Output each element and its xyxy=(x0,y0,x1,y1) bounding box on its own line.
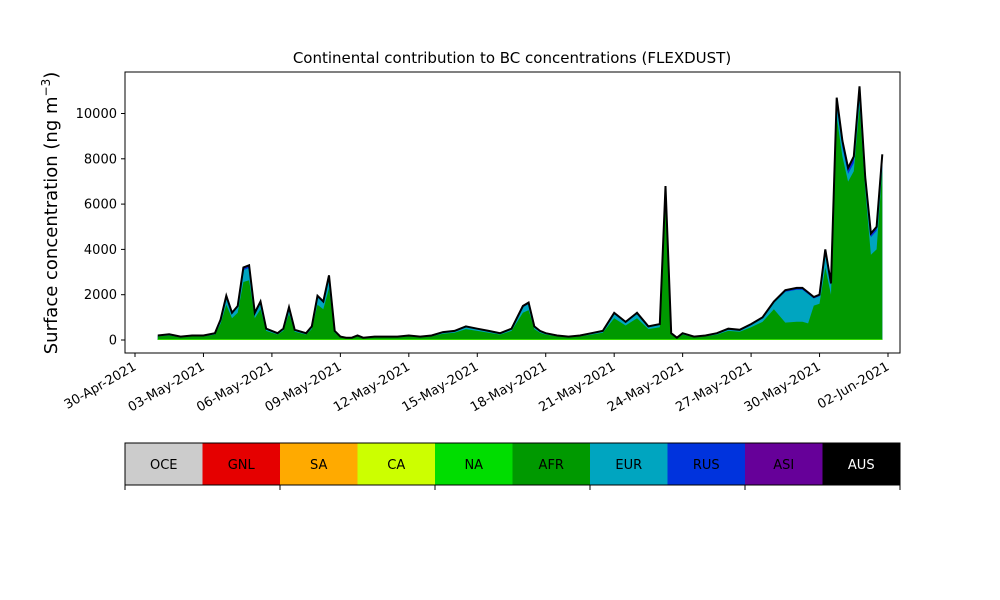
series-layer xyxy=(157,86,884,340)
y-tick-label: 0 xyxy=(109,334,117,349)
legend: OCE GNL SA CA NA AFR EUR RUS ASI AUS xyxy=(124,442,901,490)
legend-swatch-na xyxy=(435,443,513,485)
x-tick-label: 15-May-2021 xyxy=(400,359,482,415)
x-tick-label: 03-May-2021 xyxy=(126,359,208,415)
y-axis-label-main: Surface concentration (ng m xyxy=(41,96,62,354)
legend-label-rus: RUS xyxy=(693,458,720,473)
legend-label-eur: EUR xyxy=(615,458,642,473)
legend-label-asi: ASI xyxy=(773,458,794,473)
y-tick-label: 10000 xyxy=(76,107,117,122)
chart-title: Continental contribution to BC concentra… xyxy=(293,49,731,67)
y-axis-label-close: ) xyxy=(41,72,62,79)
x-tick-label: 02-Jun-2021 xyxy=(815,359,892,412)
legend-swatch-sa xyxy=(280,443,358,485)
y-tick-label: 4000 xyxy=(84,243,117,258)
legend-label-oce: OCE xyxy=(150,458,178,473)
plot-frame xyxy=(124,71,901,354)
legend-swatch-rus xyxy=(667,443,745,485)
y-tick-label: 6000 xyxy=(84,198,117,213)
legend-swatch-afr xyxy=(512,443,590,485)
x-tick-label: 27-May-2021 xyxy=(673,359,755,415)
legend-label-ca: CA xyxy=(387,458,405,473)
y-tick-label: 2000 xyxy=(84,288,117,303)
legend-swatch-gnl xyxy=(202,443,280,485)
y-tick-label: 8000 xyxy=(84,152,117,167)
x-axis: 30-Apr-202103-May-202106-May-202109-May-… xyxy=(62,353,892,415)
area-afr xyxy=(157,106,883,340)
legend-swatch-aus xyxy=(822,443,900,485)
x-tick-label: 06-May-2021 xyxy=(194,359,276,415)
legend-swatch-asi xyxy=(745,443,823,485)
legend-swatch-oce xyxy=(125,443,203,485)
y-axis-label: Surface concentration (ng m−3) xyxy=(39,72,62,355)
y-axis: 0 2000 4000 6000 8000 10000 xyxy=(76,107,125,349)
x-tick-label: 21-May-2021 xyxy=(537,359,619,415)
x-tick-label: 09-May-2021 xyxy=(263,359,345,415)
legend-label-aus: AUS xyxy=(848,458,875,473)
x-tick-label: 18-May-2021 xyxy=(468,359,550,415)
x-tick-label: 30-May-2021 xyxy=(742,359,824,415)
legend-label-gnl: GNL xyxy=(228,458,256,473)
y-axis-label-sup: −3 xyxy=(39,79,53,97)
x-tick-label: 12-May-2021 xyxy=(331,359,413,415)
legend-swatch-eur xyxy=(590,443,668,485)
svg-text:Surface concentration (ng m−3): Surface concentration (ng m−3) xyxy=(39,72,62,355)
legend-label-sa: SA xyxy=(310,458,327,473)
legend-swatch-ca xyxy=(357,443,435,485)
legend-label-afr: AFR xyxy=(539,458,564,473)
x-tick-label: 24-May-2021 xyxy=(605,359,687,415)
legend-frame xyxy=(124,442,901,486)
series-line-aus xyxy=(157,86,884,339)
legend-label-na: NA xyxy=(464,458,483,473)
